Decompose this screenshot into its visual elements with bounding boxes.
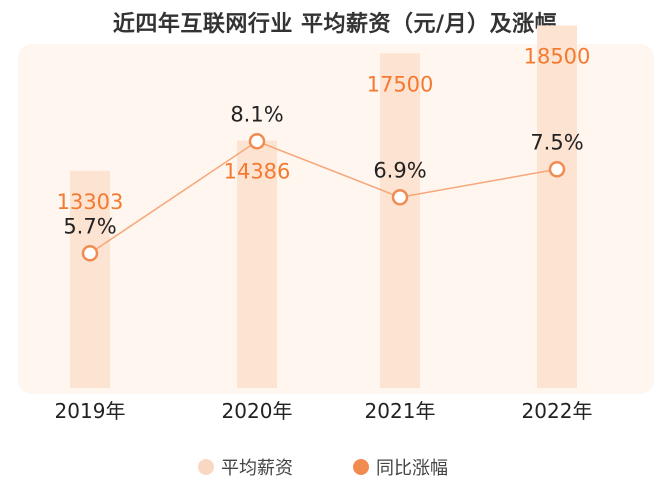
- legend-label-salary: 平均薪资: [221, 458, 293, 479]
- growth-label-2021年: 6.9%: [373, 158, 426, 182]
- x-tick-label-2022年: 2022年: [522, 399, 593, 423]
- legend-swatch-growth: [353, 459, 369, 475]
- growth-marker-2019年: [81, 245, 99, 262]
- x-tick-label-2020年: 2020年: [222, 399, 293, 423]
- salary-label-2020年: 14386: [224, 160, 291, 184]
- salary-label-2021年: 17500: [367, 72, 434, 96]
- x-tick-label-2019年: 2019年: [55, 399, 126, 423]
- growth-line: [89, 140, 558, 254]
- bar-2020年: [237, 140, 277, 388]
- bar-2022年: [537, 25, 577, 389]
- chart-title: 近四年互联网行业 平均薪资（元/月）及涨幅: [112, 12, 558, 37]
- x-tick-label-2021年: 2021年: [365, 399, 436, 423]
- growth-marker-2020年: [248, 133, 266, 150]
- growth-label-2020年: 8.1%: [230, 102, 283, 126]
- salary-label-2019年: 13303: [57, 190, 124, 214]
- growth-marker-2021年: [391, 189, 409, 206]
- salary-label-2022年: 18500: [524, 44, 591, 68]
- growth-label-2022年: 7.5%: [530, 130, 583, 154]
- growth-marker-2022年: [548, 161, 566, 178]
- bar-2021年: [380, 53, 420, 389]
- growth-label-2019年: 5.7%: [63, 214, 116, 238]
- legend-swatch-salary: [198, 459, 214, 475]
- plot-area-background: [18, 44, 654, 394]
- legend-label-growth: 同比涨幅: [376, 458, 448, 479]
- bar-2019年: [70, 170, 110, 388]
